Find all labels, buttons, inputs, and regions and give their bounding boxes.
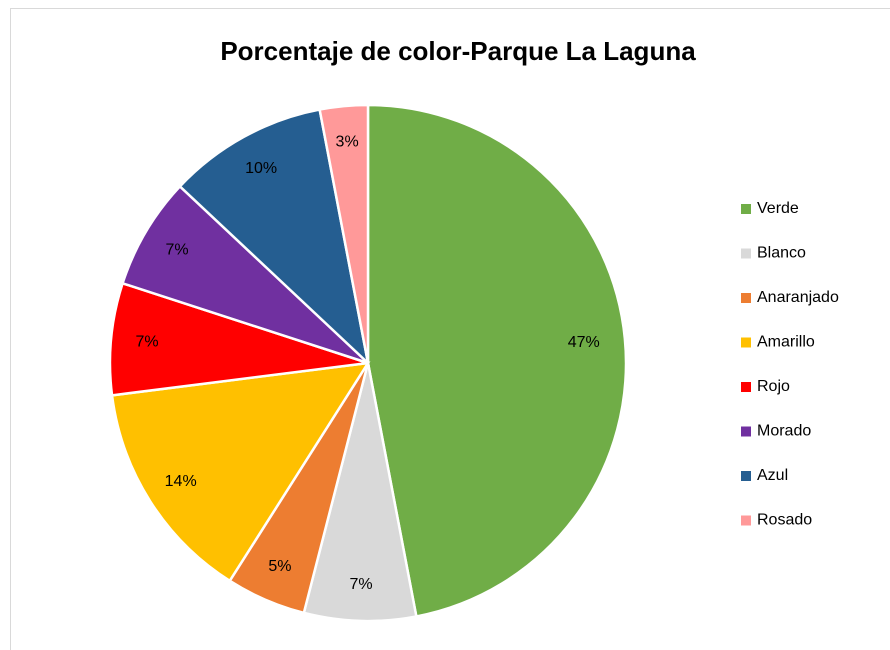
legend-swatch [741, 382, 751, 392]
legend-swatch [741, 248, 751, 259]
legend-label: Blanco [757, 245, 806, 262]
pie-slice [178, 108, 370, 367]
data-label: 7% [136, 333, 159, 350]
pie-slice [121, 184, 369, 365]
pie-slice [318, 103, 370, 364]
data-label: 10% [245, 160, 277, 177]
pie-slice [302, 362, 418, 623]
legend-label: Anaranjado [757, 289, 839, 306]
legend-swatch [741, 426, 751, 437]
legend-swatch [741, 515, 751, 526]
data-label: 47% [568, 334, 600, 351]
legend-label: Azul [757, 467, 788, 484]
pie-slice [108, 281, 369, 397]
pie-slice [366, 103, 628, 618]
legend-swatch [741, 293, 751, 303]
legend-label: Rojo [757, 378, 790, 395]
legend-swatch [741, 471, 751, 481]
data-label: 7% [349, 576, 372, 593]
data-label: 5% [268, 558, 291, 575]
pie-slice [110, 361, 371, 583]
legend-label: Verde [757, 200, 799, 217]
chart-title: Porcentaje de color-Parque La Laguna [220, 36, 696, 66]
data-label: 7% [165, 241, 188, 258]
legend-swatch [741, 204, 751, 214]
legend-swatch [741, 337, 751, 348]
legend-label: Amarillo [757, 334, 815, 351]
legend-label: Rosado [757, 512, 812, 529]
data-label: 14% [165, 473, 197, 490]
data-label: 3% [336, 133, 359, 150]
legend-label: Morado [757, 423, 811, 440]
